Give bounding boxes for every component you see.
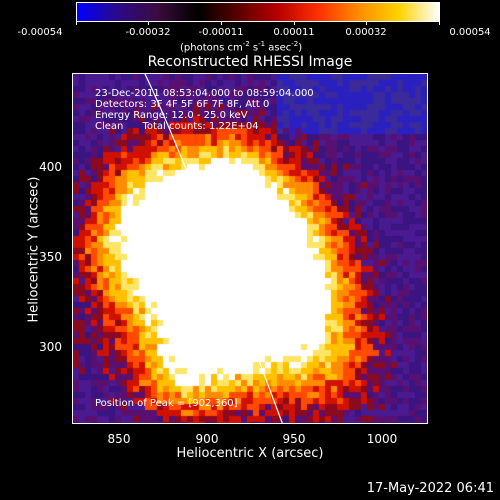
- plot-overlay: [144, 74, 283, 423]
- units-exp: -2: [291, 40, 299, 48]
- y-axis-label: Heliocentric Y (arcsec): [26, 176, 42, 323]
- info-total-counts: Clean Total counts: 1.22E+04: [95, 121, 259, 132]
- info-energy-range: Energy Range: 12.0 - 25.0 keV: [95, 110, 248, 121]
- y-tick-400: 400: [39, 160, 62, 174]
- colorbar-tick: [148, 21, 149, 25]
- x-axis-label: Heliocentric X (arcsec): [176, 446, 324, 461]
- x-tick-1000: 1000: [366, 432, 398, 446]
- colorbar-label-5: 0.00032: [345, 27, 387, 38]
- units-text: ): [298, 42, 303, 54]
- colorbar-tick: [221, 21, 222, 25]
- colorbar: [76, 2, 440, 22]
- colorbar-label-6: 0.00054: [449, 27, 491, 38]
- x-tick-900: 900: [195, 432, 219, 446]
- y-tick-350: 350: [39, 250, 62, 264]
- info-time-range: 23-Dec-2011 08:53:04.000 to 08:59:04.000: [95, 88, 314, 99]
- y-tick-300: 300: [39, 340, 62, 354]
- datestamp: 17-May-2022 06:41: [366, 481, 494, 496]
- peak-position-label: Position of Peak = [902,360]: [95, 398, 238, 409]
- units-text: s: [249, 42, 259, 54]
- units-exp: -2: [242, 40, 250, 48]
- x-tick-950: 950: [282, 432, 306, 446]
- colorbar-label-2: -0.00032: [125, 27, 171, 38]
- x-tick-850: 850: [107, 432, 131, 446]
- colorbar-tick: [439, 21, 440, 25]
- rhessi-image-plot: 23-Dec-2011 08:53:04.000 to 08:59:04.000…: [72, 73, 428, 424]
- image-title: Reconstructed RHESSI Image: [147, 54, 353, 70]
- colorbar-label-1: -0.00054: [17, 27, 63, 38]
- units-text: (photons cm: [180, 42, 243, 54]
- info-detectors: Detectors: 3F 4F 5F 6F 7F 8F, Att 0: [95, 99, 270, 110]
- colorbar-tick: [294, 21, 295, 25]
- colorbar-tick: [366, 21, 367, 25]
- units-exp: -1: [258, 40, 266, 48]
- units-text: asec: [265, 42, 292, 54]
- colorbar-label-3: -0.00011: [198, 27, 244, 38]
- colorbar-units: (photons cm-2 s-1 asec-2): [180, 40, 302, 53]
- heatmap-canvas: [73, 74, 427, 423]
- colorbar-tick: [76, 21, 77, 25]
- colorbar-label-4: 0.00011: [273, 27, 315, 38]
- solar-limb-line: [144, 74, 283, 423]
